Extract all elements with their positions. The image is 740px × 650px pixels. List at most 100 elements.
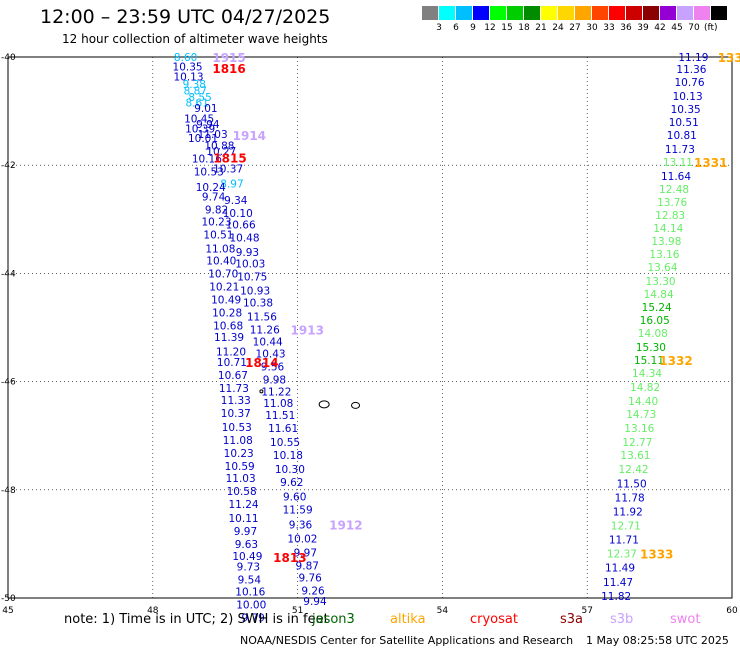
track-id-label: 1332	[659, 354, 692, 368]
wave-height-value: 10.71	[217, 357, 247, 369]
wave-height-value: 9.73	[237, 562, 260, 574]
legend-s3a: s3a	[560, 612, 584, 627]
island-outline	[259, 389, 264, 394]
wave-height-value: 10.13	[673, 91, 703, 103]
wave-height-value: 8.55	[188, 92, 211, 104]
colorbar-label: 27	[569, 23, 581, 33]
colorbar-swatch	[507, 6, 523, 20]
wave-height-value: 10.67	[218, 370, 248, 382]
lat-tick-label: -44	[1, 269, 16, 279]
wave-height-value: 10.51	[203, 229, 233, 241]
lon-tick-label: 54	[437, 606, 449, 616]
wave-height-value: 10.28	[212, 307, 242, 319]
wave-height-value: 11.36	[676, 64, 706, 76]
legend-s3b: s3b	[610, 612, 634, 627]
colorbar-swatch	[626, 6, 642, 20]
wave-height-value: 12.71	[611, 521, 641, 533]
lat-tick-label: -50	[1, 594, 16, 604]
colorbar-swatch	[711, 6, 727, 20]
wave-height-value: 9.97	[294, 548, 317, 560]
wave-height-value: 10.35	[173, 62, 203, 74]
colorbar-swatch	[422, 6, 438, 20]
wave-height-value: 11.26	[250, 325, 280, 337]
wave-height-value: 9.62	[280, 477, 303, 489]
lon-tick-label: 57	[581, 606, 592, 616]
lon-tick-label: 60	[726, 606, 738, 616]
wave-height-value: 9.74	[202, 192, 226, 204]
wave-height-value: 11.71	[609, 535, 639, 547]
wave-height-value: 13.61	[620, 450, 650, 462]
wave-height-value: 10.18	[273, 450, 303, 462]
wave-height-value: 10.93	[240, 286, 270, 298]
wave-height-value: 9.34	[224, 195, 248, 207]
wave-height-value: 10.16	[192, 154, 222, 166]
lat-tick-label: -42	[1, 161, 16, 171]
legend-cryosat: cryosat	[470, 612, 518, 627]
wave-height-value: 11.24	[229, 499, 259, 511]
wave-height-value: 11.22	[261, 386, 291, 398]
wave-height-value: 9.56	[261, 361, 285, 373]
colorbar-label: 9	[470, 23, 476, 33]
lon-tick-label: 51	[292, 606, 303, 616]
track-id-label: 1913	[291, 324, 324, 338]
wave-height-value: 10.55	[270, 437, 300, 449]
track-id-label: 1914	[233, 129, 266, 143]
wave-height-value: 11.20	[216, 346, 246, 358]
wave-height-value: 10.68	[213, 320, 243, 332]
wave-height-value: 10.27	[206, 146, 236, 158]
wave-height-value: 11.73	[219, 383, 249, 395]
wave-height-value: 9.63	[235, 539, 258, 551]
colorbar-label: 18	[518, 23, 530, 33]
colorbar-swatch	[541, 6, 557, 20]
wave-height-value: 15.30	[636, 342, 666, 354]
colorbar-swatch	[694, 6, 710, 20]
wave-height-value: 11.64	[661, 171, 691, 183]
wave-height-value: 10.38	[243, 298, 273, 310]
wave-height-value: 9.36	[289, 519, 313, 531]
wave-height-value: 10.88	[204, 141, 234, 153]
wave-height-value: 10.75	[237, 272, 267, 284]
wave-height-value: 10.53	[194, 167, 224, 179]
wave-height-value: 13.11	[663, 157, 693, 169]
colorbar-swatch	[643, 6, 659, 20]
lat-tick-label: -48	[1, 486, 16, 496]
wave-height-value: 10.02	[287, 533, 317, 545]
wave-height-value: 14.14	[653, 223, 683, 235]
wave-height-value: 10.49	[232, 551, 262, 563]
wave-height-value: 9.94	[196, 119, 220, 131]
wave-height-value: 9.93	[236, 247, 259, 259]
wave-height-value: 10.76	[674, 77, 704, 89]
wave-height-value: 10.43	[256, 348, 286, 360]
wave-height-value: 9.79	[241, 612, 264, 624]
island-outline	[351, 401, 361, 409]
wave-height-value: 12.42	[619, 464, 649, 476]
colorbar-swatch	[524, 6, 540, 20]
wave-height-value: 11.39	[214, 332, 244, 344]
colorbar-label: 30	[586, 23, 598, 33]
wave-height-value: 10.10	[223, 208, 253, 220]
wave-height-value: 11.78	[615, 492, 645, 504]
wave-height-value: 11.08	[205, 244, 235, 256]
wave-height-value: 11.82	[601, 591, 631, 603]
lon-tick-label: 45	[2, 606, 13, 616]
colorbar-label: 33	[603, 23, 615, 33]
wave-height-value: 10.70	[208, 268, 238, 280]
wave-height-value: 9.60	[283, 491, 306, 503]
wave-height-value: 12.83	[655, 210, 685, 222]
colorbar-swatch	[609, 6, 625, 20]
wave-height-value: 10.24	[196, 182, 226, 194]
track-id-label: 1333	[640, 548, 673, 562]
wave-height-value: 10.23	[224, 448, 254, 460]
wave-height-value: 9.26	[301, 585, 325, 597]
colorbar-swatch	[660, 6, 676, 20]
track-id-label: 1912	[329, 518, 362, 532]
wave-height-value: 11.08	[263, 398, 293, 410]
track-id-label: 1816	[212, 62, 245, 76]
wave-height-value: 12.37	[607, 549, 637, 561]
track-id-label: 1815	[213, 152, 246, 166]
colorbar-label: 21	[535, 23, 547, 33]
wave-height-value: 14.40	[628, 396, 658, 408]
colorbar-swatch	[456, 6, 472, 20]
colorbar-swatch	[490, 6, 506, 20]
